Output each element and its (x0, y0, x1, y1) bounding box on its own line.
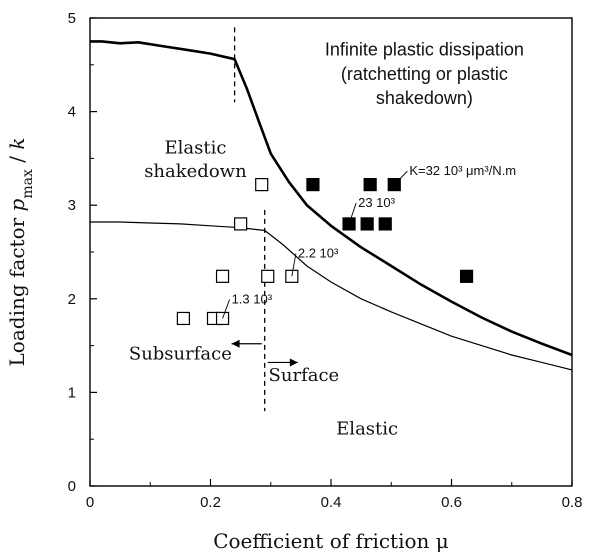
region-label: Infinite plastic dissipation (325, 39, 524, 59)
region-label: Elastic (336, 419, 398, 440)
y-axis-title-part: k (5, 138, 29, 150)
y-tick-label: 2 (68, 291, 76, 308)
wear-rate-label: K=32 10³ μm³/N.m (409, 163, 516, 178)
x-axis-title: Coefficient of friction μ (213, 529, 449, 553)
arrow-head-icon (231, 339, 240, 348)
label-leader-line (348, 202, 357, 225)
filled-square-point (378, 217, 392, 231)
wear-rate-label: 1.3 10³ (232, 291, 273, 306)
open-square-point (215, 269, 230, 283)
open-square-point (261, 269, 275, 283)
region-label: shakedown (144, 161, 247, 182)
label-leader-line (393, 170, 408, 185)
filled-square-point (306, 178, 320, 192)
open-square-point (176, 311, 190, 326)
region-label: Surface (269, 365, 340, 386)
y-axis-title-part: p (5, 198, 29, 211)
x-tick-label: 0.2 (200, 494, 221, 511)
y-axis-title-part: max (20, 169, 36, 199)
plastic-limit-curve (90, 40, 573, 357)
wear-rate-label: 23 10³ (358, 195, 396, 210)
y-axis-title: Loading factor pmax / k (5, 138, 36, 367)
wear-rate-label: 2.2 10³ (298, 246, 339, 261)
region-label: Subsurface (129, 344, 232, 365)
region-label: Elastic (164, 138, 226, 159)
x-tick-label: 0.6 (441, 494, 462, 511)
arrow-head-icon (289, 358, 298, 367)
y-tick-label: 1 (68, 384, 76, 401)
open-square-point (234, 217, 248, 231)
x-tick-label: 0 (86, 494, 94, 511)
filled-square-point (363, 178, 377, 192)
filled-square-point (360, 217, 374, 231)
x-tick-label: 0.8 (562, 494, 583, 511)
region-annotations: Infinite plastic dissipation (ratchetting… (129, 39, 524, 439)
x-tick-label: 0.4 (321, 494, 342, 511)
y-axis-title-part: Loading factor (5, 211, 29, 366)
elastic-limit-curve (90, 221, 573, 371)
label-leader-line (222, 299, 231, 319)
region-label: shakedown) (376, 88, 473, 108)
region-label: (ratchetting or plastic (341, 64, 508, 84)
data-points (176, 178, 474, 326)
axis-ticks: 0 0.2 0.4 0.6 0.8 0 1 2 3 4 5 (68, 10, 583, 511)
y-axis-title-part: / (5, 150, 29, 169)
boundary-curves (90, 27, 573, 412)
open-square-point (255, 178, 269, 192)
y-tick-label: 5 (68, 10, 76, 27)
filled-square-point (459, 269, 474, 283)
point-labels: K=32 10³ μm³/N.m 23 10³ 2.2 10³ 1.3 10³ (222, 163, 516, 319)
y-tick-label: 0 (68, 478, 76, 495)
y-tick-label: 4 (68, 104, 76, 121)
label-leader-line (291, 253, 297, 277)
y-tick-label: 3 (68, 197, 76, 214)
